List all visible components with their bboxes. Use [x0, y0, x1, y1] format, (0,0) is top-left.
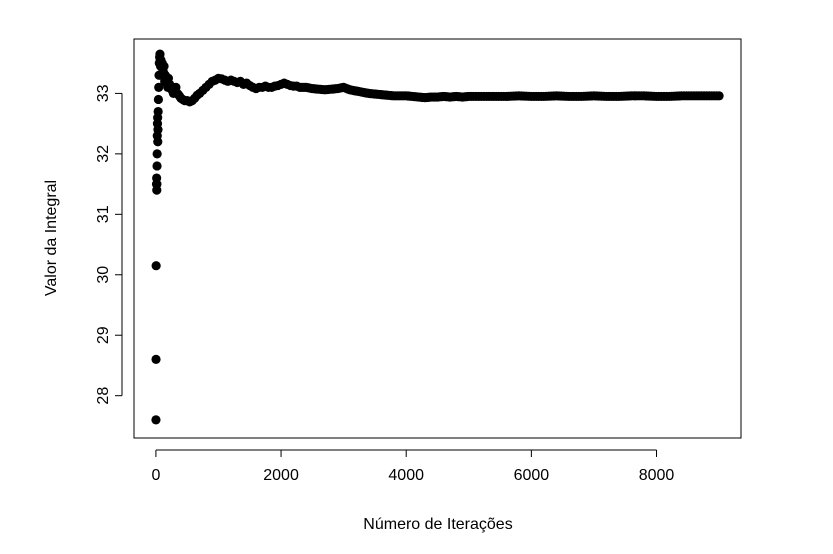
data-point — [714, 91, 724, 101]
data-points — [151, 49, 724, 425]
x-axis-title: Número de Iterações — [363, 516, 512, 533]
y-tick-label: 33 — [95, 84, 112, 102]
data-point — [153, 106, 163, 117]
x-tick-label: 8000 — [639, 467, 675, 484]
data-point — [152, 179, 162, 189]
x-tick-label: 6000 — [514, 467, 550, 484]
data-point — [151, 261, 161, 271]
data-point — [153, 137, 163, 147]
y-tick-label: 29 — [95, 326, 112, 344]
data-point — [152, 161, 162, 171]
y-tick-label: 31 — [95, 205, 112, 223]
y-tick-label: 28 — [95, 387, 112, 405]
y-tick-label: 32 — [95, 145, 112, 163]
data-point — [153, 94, 164, 105]
data-point — [154, 82, 164, 92]
x-tick-label: 2000 — [263, 467, 299, 484]
y-axis: 28 29 30 31 32 33 — [95, 84, 123, 405]
data-point — [151, 415, 161, 425]
data-point — [151, 354, 161, 365]
x-tick-label: 4000 — [388, 467, 424, 484]
y-tick-label: 30 — [95, 266, 112, 284]
data-point — [153, 125, 163, 135]
x-tick-label: 0 — [151, 467, 160, 484]
x-axis: 0 2000 4000 6000 8000 — [151, 449, 675, 484]
plot-frame — [133, 38, 742, 439]
data-point — [152, 149, 162, 159]
y-axis-title: Valor da Integral — [43, 180, 60, 296]
data-point — [159, 61, 169, 71]
